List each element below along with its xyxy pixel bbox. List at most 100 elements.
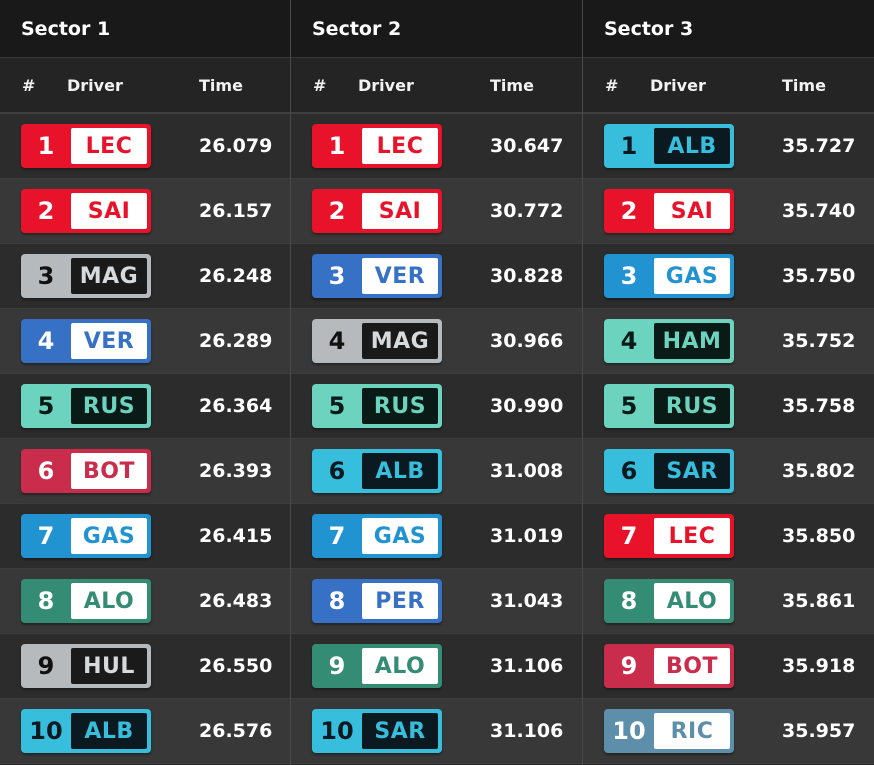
position-number: 3: [328, 262, 346, 290]
position-number: 7: [37, 522, 55, 550]
position-number: 2: [620, 197, 638, 225]
position-number: 5: [328, 392, 346, 420]
table-row[interactable]: 4 HAM 35.752: [583, 309, 874, 374]
sector-time: 26.364: [199, 395, 273, 417]
position-number: 6: [620, 457, 638, 485]
sector-time: 35.861: [782, 590, 856, 612]
sector-time: 30.647: [490, 135, 564, 157]
table-row[interactable]: 3 VER 30.828: [291, 244, 582, 309]
driver-badge: 7 LEC: [604, 514, 734, 558]
time-column-header[interactable]: Time: [199, 75, 243, 95]
table-row[interactable]: 8 ALO 26.483: [0, 569, 290, 634]
table-row[interactable]: 3 GAS 35.750: [583, 244, 874, 309]
sector-title: Sector 1: [0, 0, 290, 58]
position-column-header[interactable]: #: [22, 75, 36, 95]
position-number: 8: [37, 587, 55, 615]
driver-badge: 3 MAG: [21, 254, 151, 298]
time-column-header[interactable]: Time: [490, 75, 534, 95]
table-row[interactable]: 1 LEC 26.079: [0, 114, 290, 179]
table-row[interactable]: 2 SAI 35.740: [583, 179, 874, 244]
table-row[interactable]: 1 ALB 35.727: [583, 114, 874, 179]
table-row[interactable]: 5 RUS 35.758: [583, 374, 874, 439]
table-row[interactable]: 4 VER 26.289: [0, 309, 290, 374]
column-header-row: # Driver Time: [291, 58, 582, 114]
table-row[interactable]: 8 ALO 35.861: [583, 569, 874, 634]
table-row[interactable]: 6 BOT 26.393: [0, 439, 290, 504]
position-number: 10: [320, 717, 354, 745]
driver-badge: 4 MAG: [312, 319, 442, 363]
driver-code: SAR: [362, 713, 438, 749]
position-number: 4: [328, 327, 346, 355]
table-row[interactable]: 6 SAR 35.802: [583, 439, 874, 504]
table-row[interactable]: 5 RUS 30.990: [291, 374, 582, 439]
driver-badge: 5 RUS: [21, 384, 151, 428]
position-number: 2: [37, 197, 55, 225]
table-row[interactable]: 9 BOT 35.918: [583, 634, 874, 699]
table-row[interactable]: 10 RIC 35.957: [583, 699, 874, 764]
driver-badge: 7 GAS: [312, 514, 442, 558]
sector-time: 35.802: [782, 460, 856, 482]
table-row[interactable]: 7 LEC 35.850: [583, 504, 874, 569]
driver-code: HAM: [654, 323, 730, 359]
table-row[interactable]: 8 PER 31.043: [291, 569, 582, 634]
position-number: 3: [620, 262, 638, 290]
driver-column-header[interactable]: Driver: [67, 75, 123, 95]
driver-code: RIC: [654, 713, 730, 749]
sector-1-panel: Sector 1 # Driver Time 1 LEC 26.079 2 SAI 26.…: [0, 0, 290, 765]
position-number: 9: [37, 652, 55, 680]
table-row[interactable]: 1 LEC 30.647: [291, 114, 582, 179]
sector-time: 35.918: [782, 655, 856, 677]
sector-rows: 1 LEC 30.647 2 SAI 30.772 3 VER 30.828 4 MAG 30.966…: [291, 114, 582, 764]
table-row[interactable]: 10 SAR 31.106: [291, 699, 582, 764]
driver-column-header[interactable]: Driver: [650, 75, 706, 95]
table-row[interactable]: 5 RUS 26.364: [0, 374, 290, 439]
table-row[interactable]: 6 ALB 31.008: [291, 439, 582, 504]
position-number: 4: [37, 327, 55, 355]
position-column-header[interactable]: #: [605, 75, 619, 95]
driver-code: VER: [71, 323, 147, 359]
sector-3-panel: Sector 3 # Driver Time 1 ALB 35.727 2 SAI 35.…: [582, 0, 874, 765]
table-row[interactable]: 7 GAS 31.019: [291, 504, 582, 569]
sector-time: 35.740: [782, 200, 856, 222]
position-column-header[interactable]: #: [313, 75, 327, 95]
table-row[interactable]: 10 ALB 26.576: [0, 699, 290, 764]
sector-title: Sector 3: [583, 0, 874, 58]
position-number: 5: [620, 392, 638, 420]
table-row[interactable]: 2 SAI 30.772: [291, 179, 582, 244]
sector-time: 30.990: [490, 395, 564, 417]
position-number: 9: [620, 652, 638, 680]
sector-time: 26.079: [199, 135, 273, 157]
column-header-row: # Driver Time: [583, 58, 874, 114]
position-number: 7: [620, 522, 638, 550]
driver-badge: 6 ALB: [312, 449, 442, 493]
sector-title: Sector 2: [291, 0, 582, 58]
table-row[interactable]: 3 MAG 26.248: [0, 244, 290, 309]
position-number: 8: [328, 587, 346, 615]
column-header-row: # Driver Time: [0, 58, 290, 114]
position-number: 1: [37, 132, 55, 160]
driver-code: LEC: [362, 128, 438, 164]
position-number: 6: [37, 457, 55, 485]
driver-code: HUL: [71, 648, 147, 684]
table-row[interactable]: 9 ALO 31.106: [291, 634, 582, 699]
table-row[interactable]: 4 MAG 30.966: [291, 309, 582, 374]
driver-badge: 3 GAS: [604, 254, 734, 298]
sector-time: 26.248: [199, 265, 273, 287]
table-row[interactable]: 2 SAI 26.157: [0, 179, 290, 244]
sector-rows: 1 ALB 35.727 2 SAI 35.740 3 GAS 35.750 4 HAM 35.752…: [583, 114, 874, 764]
sector-time: 26.483: [199, 590, 273, 612]
table-row[interactable]: 9 HUL 26.550: [0, 634, 290, 699]
position-number: 1: [620, 132, 638, 160]
driver-badge: 10 SAR: [312, 709, 442, 753]
sector-time: 35.850: [782, 525, 856, 547]
driver-column-header[interactable]: Driver: [358, 75, 414, 95]
driver-badge: 6 BOT: [21, 449, 151, 493]
sector-time: 26.393: [199, 460, 273, 482]
table-row[interactable]: 7 GAS 26.415: [0, 504, 290, 569]
driver-code: RUS: [362, 388, 438, 424]
driver-badge: 1 LEC: [21, 124, 151, 168]
driver-code: PER: [362, 583, 438, 619]
time-column-header[interactable]: Time: [782, 75, 826, 95]
position-number: 3: [37, 262, 55, 290]
